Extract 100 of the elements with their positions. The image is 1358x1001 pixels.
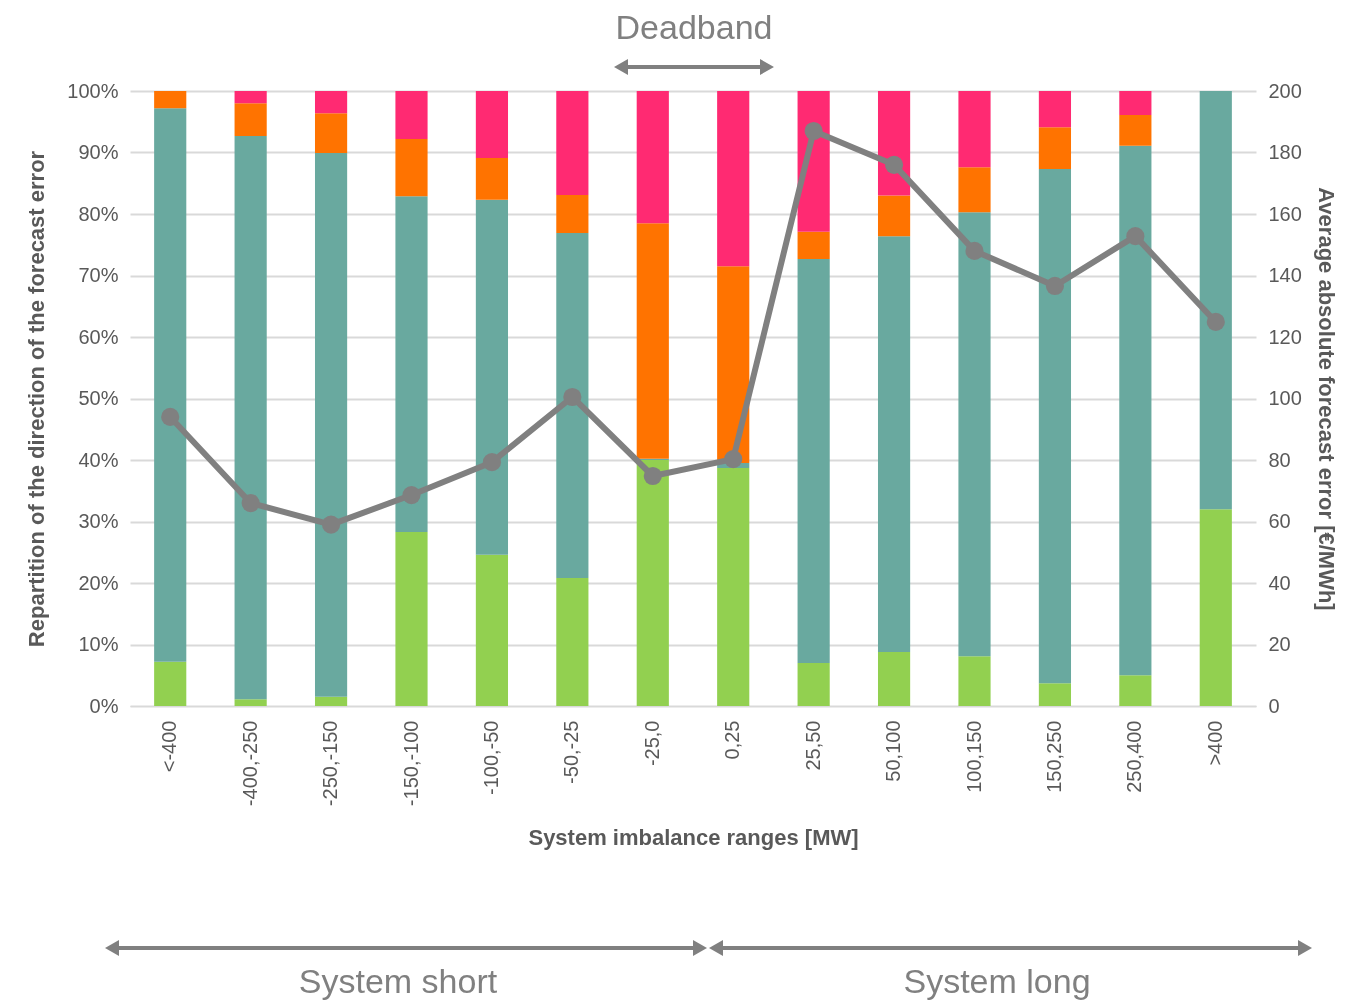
x-tick-label: -25,0 [640, 720, 663, 767]
bar [1038, 169, 1072, 684]
y-tick-label: 90% [78, 141, 119, 163]
y2-tick-label: 60 [1268, 510, 1291, 532]
point [402, 485, 421, 505]
x-tick-label: >400 [1203, 720, 1226, 766]
y-tick-label: 0% [89, 694, 119, 717]
y-tick-label: 80% [78, 202, 119, 225]
bar [877, 195, 911, 237]
bar [958, 167, 991, 213]
bar [1038, 683, 1072, 706]
text: System short [298, 962, 498, 1000]
y2-tick-label: 120 [1268, 325, 1302, 348]
point [884, 155, 904, 174]
bar [475, 91, 509, 159]
bar [154, 91, 187, 109]
x-axis-title: System imbalance ranges [MW] [528, 825, 859, 851]
y-tick-label: 50% [78, 387, 119, 409]
y-tick-label: 60% [78, 325, 119, 348]
x-tick-label: -250,-150 [319, 720, 342, 807]
y2-tick-label: 100 [1268, 387, 1302, 409]
x-tick-label: 150,250 [1042, 720, 1065, 793]
x-tick-label: -400,-250 [238, 720, 261, 807]
x-tick-label: -100,-50 [479, 720, 502, 795]
bar [877, 651, 911, 706]
bar [1038, 127, 1072, 170]
y-tick-label: 40% [78, 448, 119, 471]
y2-tick-label: 140 [1268, 264, 1302, 286]
x-tick-label: -150,-100 [399, 720, 422, 807]
bar [234, 699, 267, 706]
bar [395, 91, 428, 139]
bar [797, 258, 830, 663]
bar [475, 554, 509, 706]
bar [395, 138, 428, 197]
y-tick-label: 10% [78, 633, 119, 655]
point [804, 121, 823, 141]
bar [395, 531, 428, 706]
text: System long [903, 962, 1091, 1000]
y2-tick-label: 40 [1268, 571, 1291, 594]
point [161, 407, 180, 427]
x-tick-label: <-400 [158, 720, 181, 773]
bar [958, 656, 991, 706]
bar [1119, 91, 1152, 115]
point [1045, 276, 1065, 296]
y2-tick-label: 180 [1268, 141, 1302, 163]
bar [636, 223, 669, 459]
bar [556, 194, 589, 234]
y2-tick-label: 160 [1268, 202, 1302, 225]
x-tick-label: 50,100 [882, 720, 905, 782]
y2-tick-label: 200 [1268, 79, 1302, 102]
point [1206, 312, 1225, 331]
bar [314, 153, 348, 697]
bar [1119, 114, 1152, 146]
point [1126, 227, 1145, 246]
bar [556, 233, 589, 579]
y2-tick-label: 20 [1268, 633, 1291, 655]
bar [636, 91, 669, 224]
bar [717, 91, 750, 267]
bar [797, 231, 830, 259]
y-tick-label: 20% [78, 571, 119, 594]
point [563, 387, 582, 407]
bar [717, 468, 750, 706]
bar [395, 196, 428, 532]
y-tick-label: 70% [78, 264, 119, 286]
x-tick-label: 250,400 [1123, 720, 1146, 793]
x-tick-label: -50,-25 [560, 720, 583, 784]
bar [154, 108, 187, 662]
bar [1119, 675, 1152, 706]
bar [1038, 91, 1072, 128]
bar [1119, 145, 1152, 676]
bar [234, 91, 267, 104]
bar [717, 266, 750, 464]
bar [556, 578, 589, 706]
bar [475, 199, 509, 555]
x-tick-label: 100,150 [962, 720, 985, 793]
bar [1199, 91, 1232, 510]
bar [556, 91, 589, 195]
y2-axis-title: Average absolute forecast error [€/MWh] [1313, 187, 1339, 611]
x-tick-label: 0,25 [721, 720, 744, 760]
bar [234, 135, 267, 700]
bar [314, 91, 348, 114]
y-tick-label: 30% [78, 510, 119, 532]
bar [797, 662, 830, 706]
point [965, 241, 984, 260]
bar [154, 661, 187, 706]
bar [314, 113, 348, 154]
bar [877, 236, 911, 652]
bar [958, 212, 991, 657]
y2-tick-label: 80 [1268, 448, 1291, 471]
point [321, 515, 341, 534]
bar [475, 158, 509, 200]
bar [1199, 509, 1232, 706]
point [241, 493, 260, 513]
point [724, 450, 743, 469]
bar [958, 91, 991, 168]
y2-tick-label: 0 [1268, 694, 1280, 717]
point [482, 453, 502, 472]
y-tick-label: 100% [67, 79, 119, 102]
bar [636, 460, 669, 706]
text: Deadband [615, 8, 773, 46]
